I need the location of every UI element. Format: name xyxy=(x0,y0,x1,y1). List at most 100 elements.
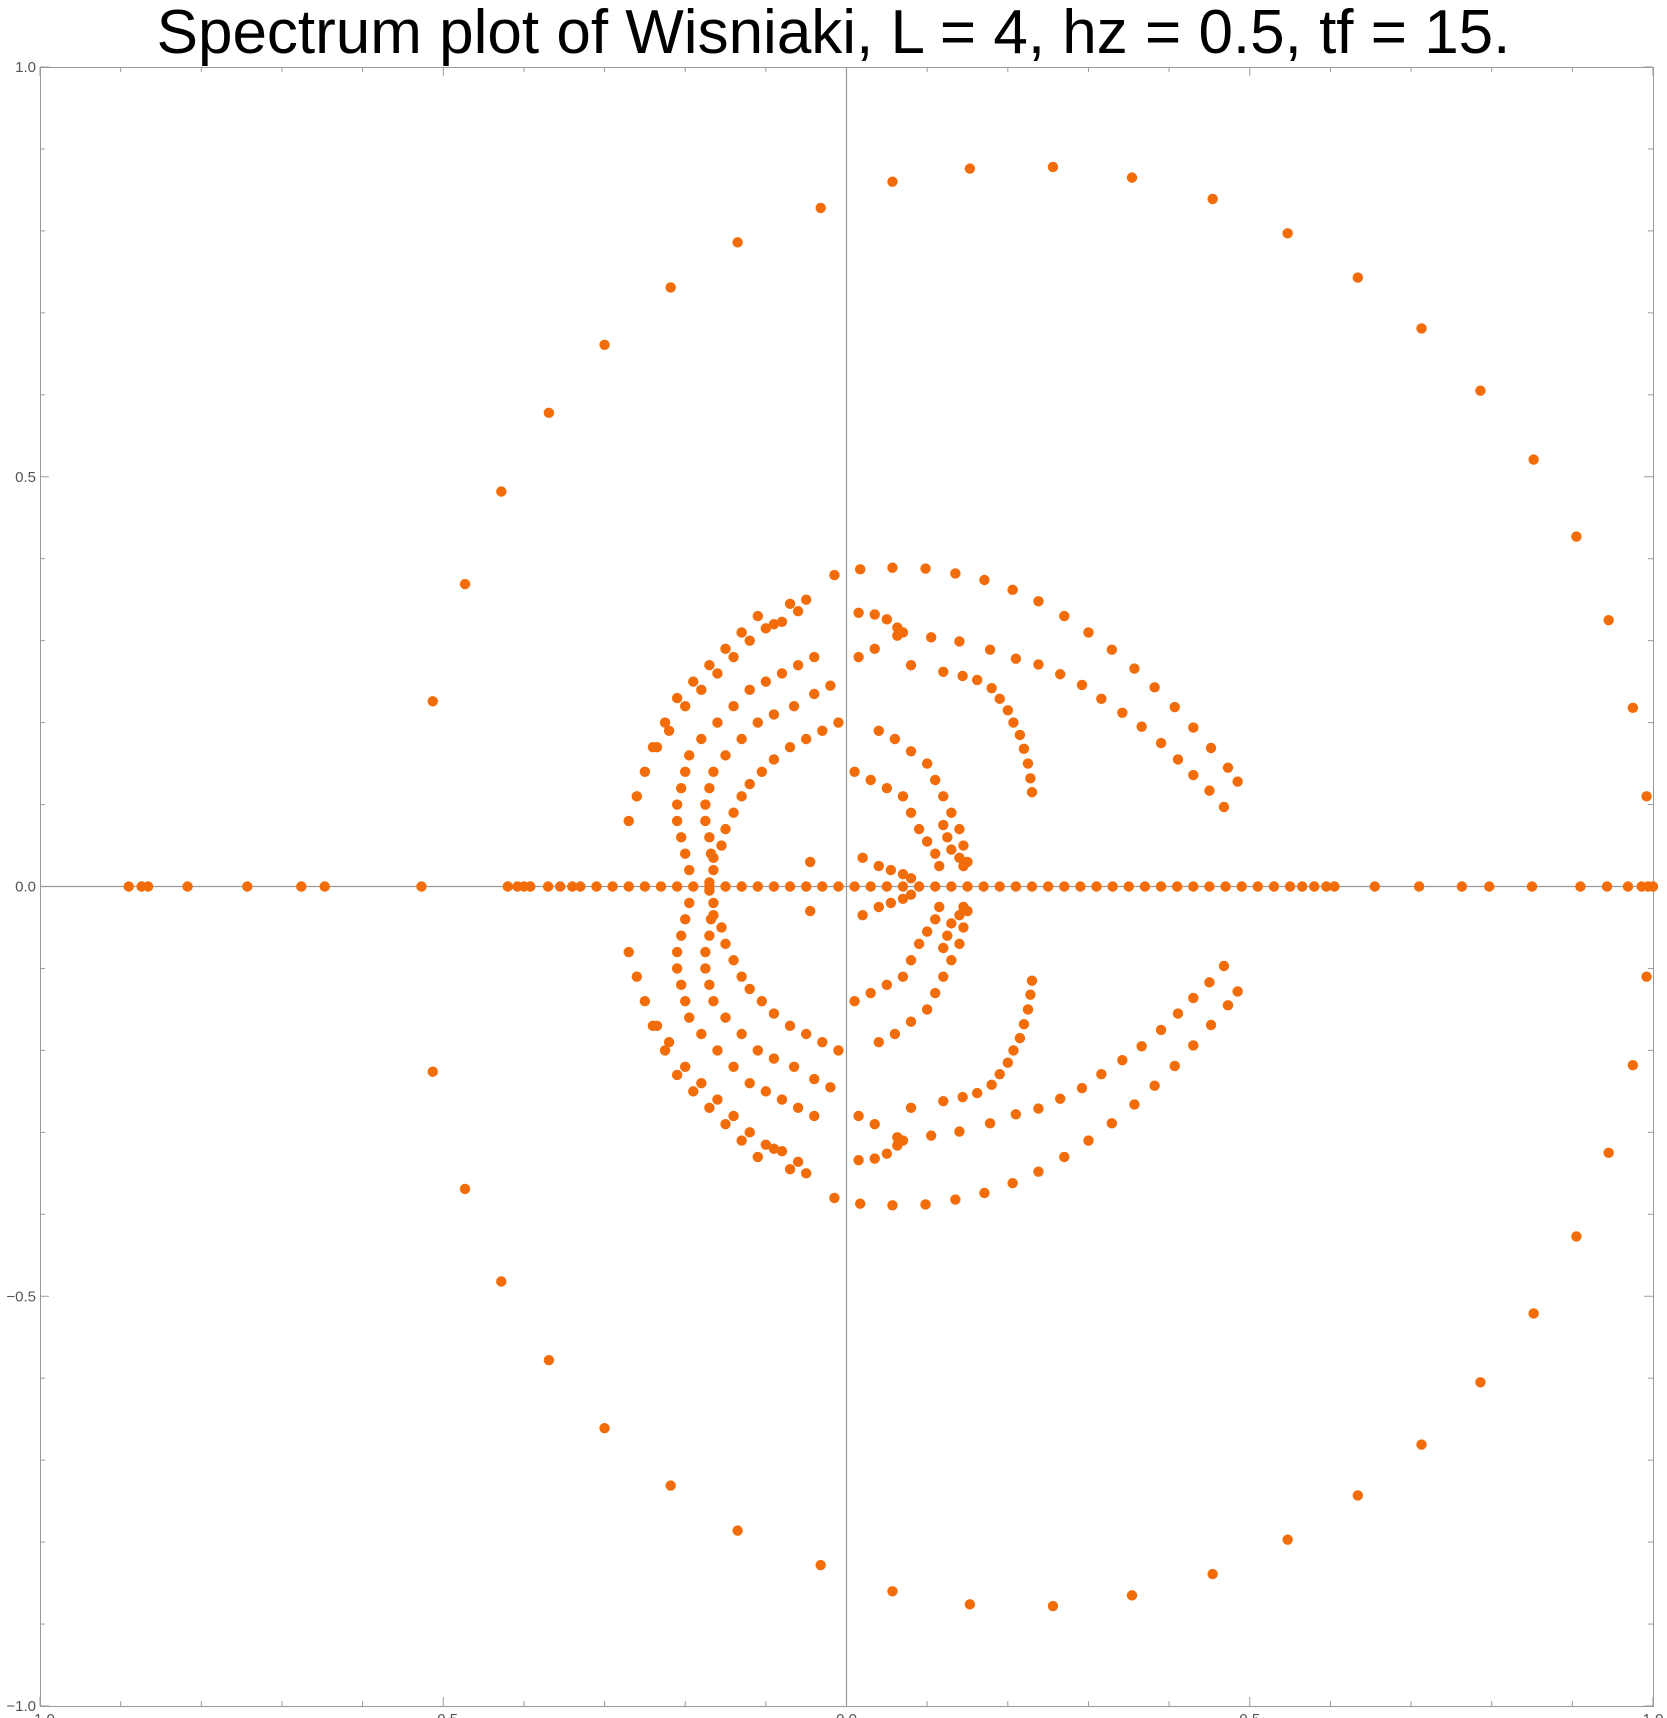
data-point xyxy=(784,741,796,753)
data-point xyxy=(1528,1308,1539,1319)
data-point xyxy=(1018,1018,1030,1030)
data-point xyxy=(684,750,695,761)
x-tick-label: 0.0 xyxy=(836,1711,857,1718)
data-point xyxy=(873,860,884,872)
data-point xyxy=(720,1118,731,1130)
data-point xyxy=(756,766,768,777)
data-point xyxy=(1188,769,1199,781)
data-point xyxy=(543,407,555,419)
data-point xyxy=(1059,610,1070,622)
data-point xyxy=(623,946,634,958)
data-point xyxy=(142,881,154,892)
data-point xyxy=(680,914,691,925)
x-tick-label: −1.0 xyxy=(25,1711,55,1718)
data-point xyxy=(930,914,941,925)
data-point xyxy=(720,643,731,655)
data-point xyxy=(663,1037,675,1048)
data-point xyxy=(800,733,812,745)
data-point xyxy=(800,1028,812,1040)
y-tick-label: −0.5 xyxy=(6,1288,36,1305)
data-point xyxy=(869,609,880,620)
data-point xyxy=(994,693,1005,705)
data-point xyxy=(869,1153,880,1164)
data-point xyxy=(855,564,866,575)
data-point xyxy=(885,897,897,909)
data-point xyxy=(1236,881,1247,892)
data-point xyxy=(675,832,687,843)
data-point xyxy=(720,938,731,950)
data-point xyxy=(1126,172,1138,183)
data-point xyxy=(853,1110,864,1122)
data-point xyxy=(744,1077,755,1089)
data-point xyxy=(809,651,820,663)
data-point xyxy=(1352,1490,1364,1501)
data-point xyxy=(639,766,651,777)
data-point xyxy=(459,578,471,590)
data-point xyxy=(1129,663,1140,674)
data-point xyxy=(688,881,699,892)
data-point xyxy=(607,881,618,892)
data-point xyxy=(716,922,727,933)
data-point xyxy=(986,682,997,694)
data-point xyxy=(768,881,780,892)
data-point xyxy=(979,574,990,586)
data-point xyxy=(704,1102,715,1113)
data-point xyxy=(728,807,739,818)
data-point xyxy=(892,1132,903,1143)
data-point xyxy=(708,852,719,864)
data-point xyxy=(728,955,739,966)
data-point xyxy=(881,881,893,892)
data-point xyxy=(881,1148,893,1159)
data-point xyxy=(1002,705,1013,716)
data-point xyxy=(1622,881,1634,892)
data-point xyxy=(768,1053,780,1064)
data-point xyxy=(1026,787,1038,798)
data-point xyxy=(905,660,917,671)
data-point xyxy=(704,979,715,991)
data-point xyxy=(744,778,755,790)
data-point xyxy=(805,856,816,868)
data-point xyxy=(1096,693,1107,705)
data-point xyxy=(1352,272,1364,283)
data-point xyxy=(680,848,691,859)
data-point xyxy=(958,922,969,933)
data-point xyxy=(1047,161,1059,173)
data-point xyxy=(543,1354,555,1366)
data-point xyxy=(459,1183,471,1195)
data-point xyxy=(1059,1151,1070,1163)
data-point xyxy=(1129,1099,1140,1110)
data-point xyxy=(716,840,727,851)
data-point xyxy=(1232,776,1243,787)
data-point xyxy=(1268,881,1280,892)
data-point xyxy=(865,881,876,892)
axis-ticks xyxy=(39,66,1654,1707)
data-point xyxy=(1022,1004,1034,1015)
data-point xyxy=(1252,881,1264,892)
data-point xyxy=(887,1586,898,1597)
data-point xyxy=(925,1130,937,1141)
data-point xyxy=(1026,975,1038,986)
data-point xyxy=(542,881,554,892)
data-point xyxy=(849,996,860,1007)
data-point xyxy=(1169,1060,1180,1072)
data-point xyxy=(728,1061,739,1072)
data-point xyxy=(865,987,876,999)
data-point xyxy=(958,901,969,913)
data-point xyxy=(704,885,715,896)
data-point xyxy=(752,881,763,892)
data-point xyxy=(675,979,687,991)
data-point xyxy=(897,869,909,880)
data-point xyxy=(680,701,691,712)
data-point xyxy=(599,339,610,351)
data-point xyxy=(1117,1055,1128,1066)
data-point xyxy=(1155,737,1167,749)
data-point xyxy=(1010,653,1022,664)
data-point xyxy=(887,176,898,187)
data-point xyxy=(776,1094,788,1105)
data-point xyxy=(905,873,917,884)
data-point xyxy=(684,864,695,876)
data-point xyxy=(776,616,788,628)
data-point xyxy=(1076,1082,1088,1094)
data-point xyxy=(728,701,739,712)
chart-title: Spectrum plot of Wisniaki, L = 4, hz = 0… xyxy=(156,0,1511,67)
